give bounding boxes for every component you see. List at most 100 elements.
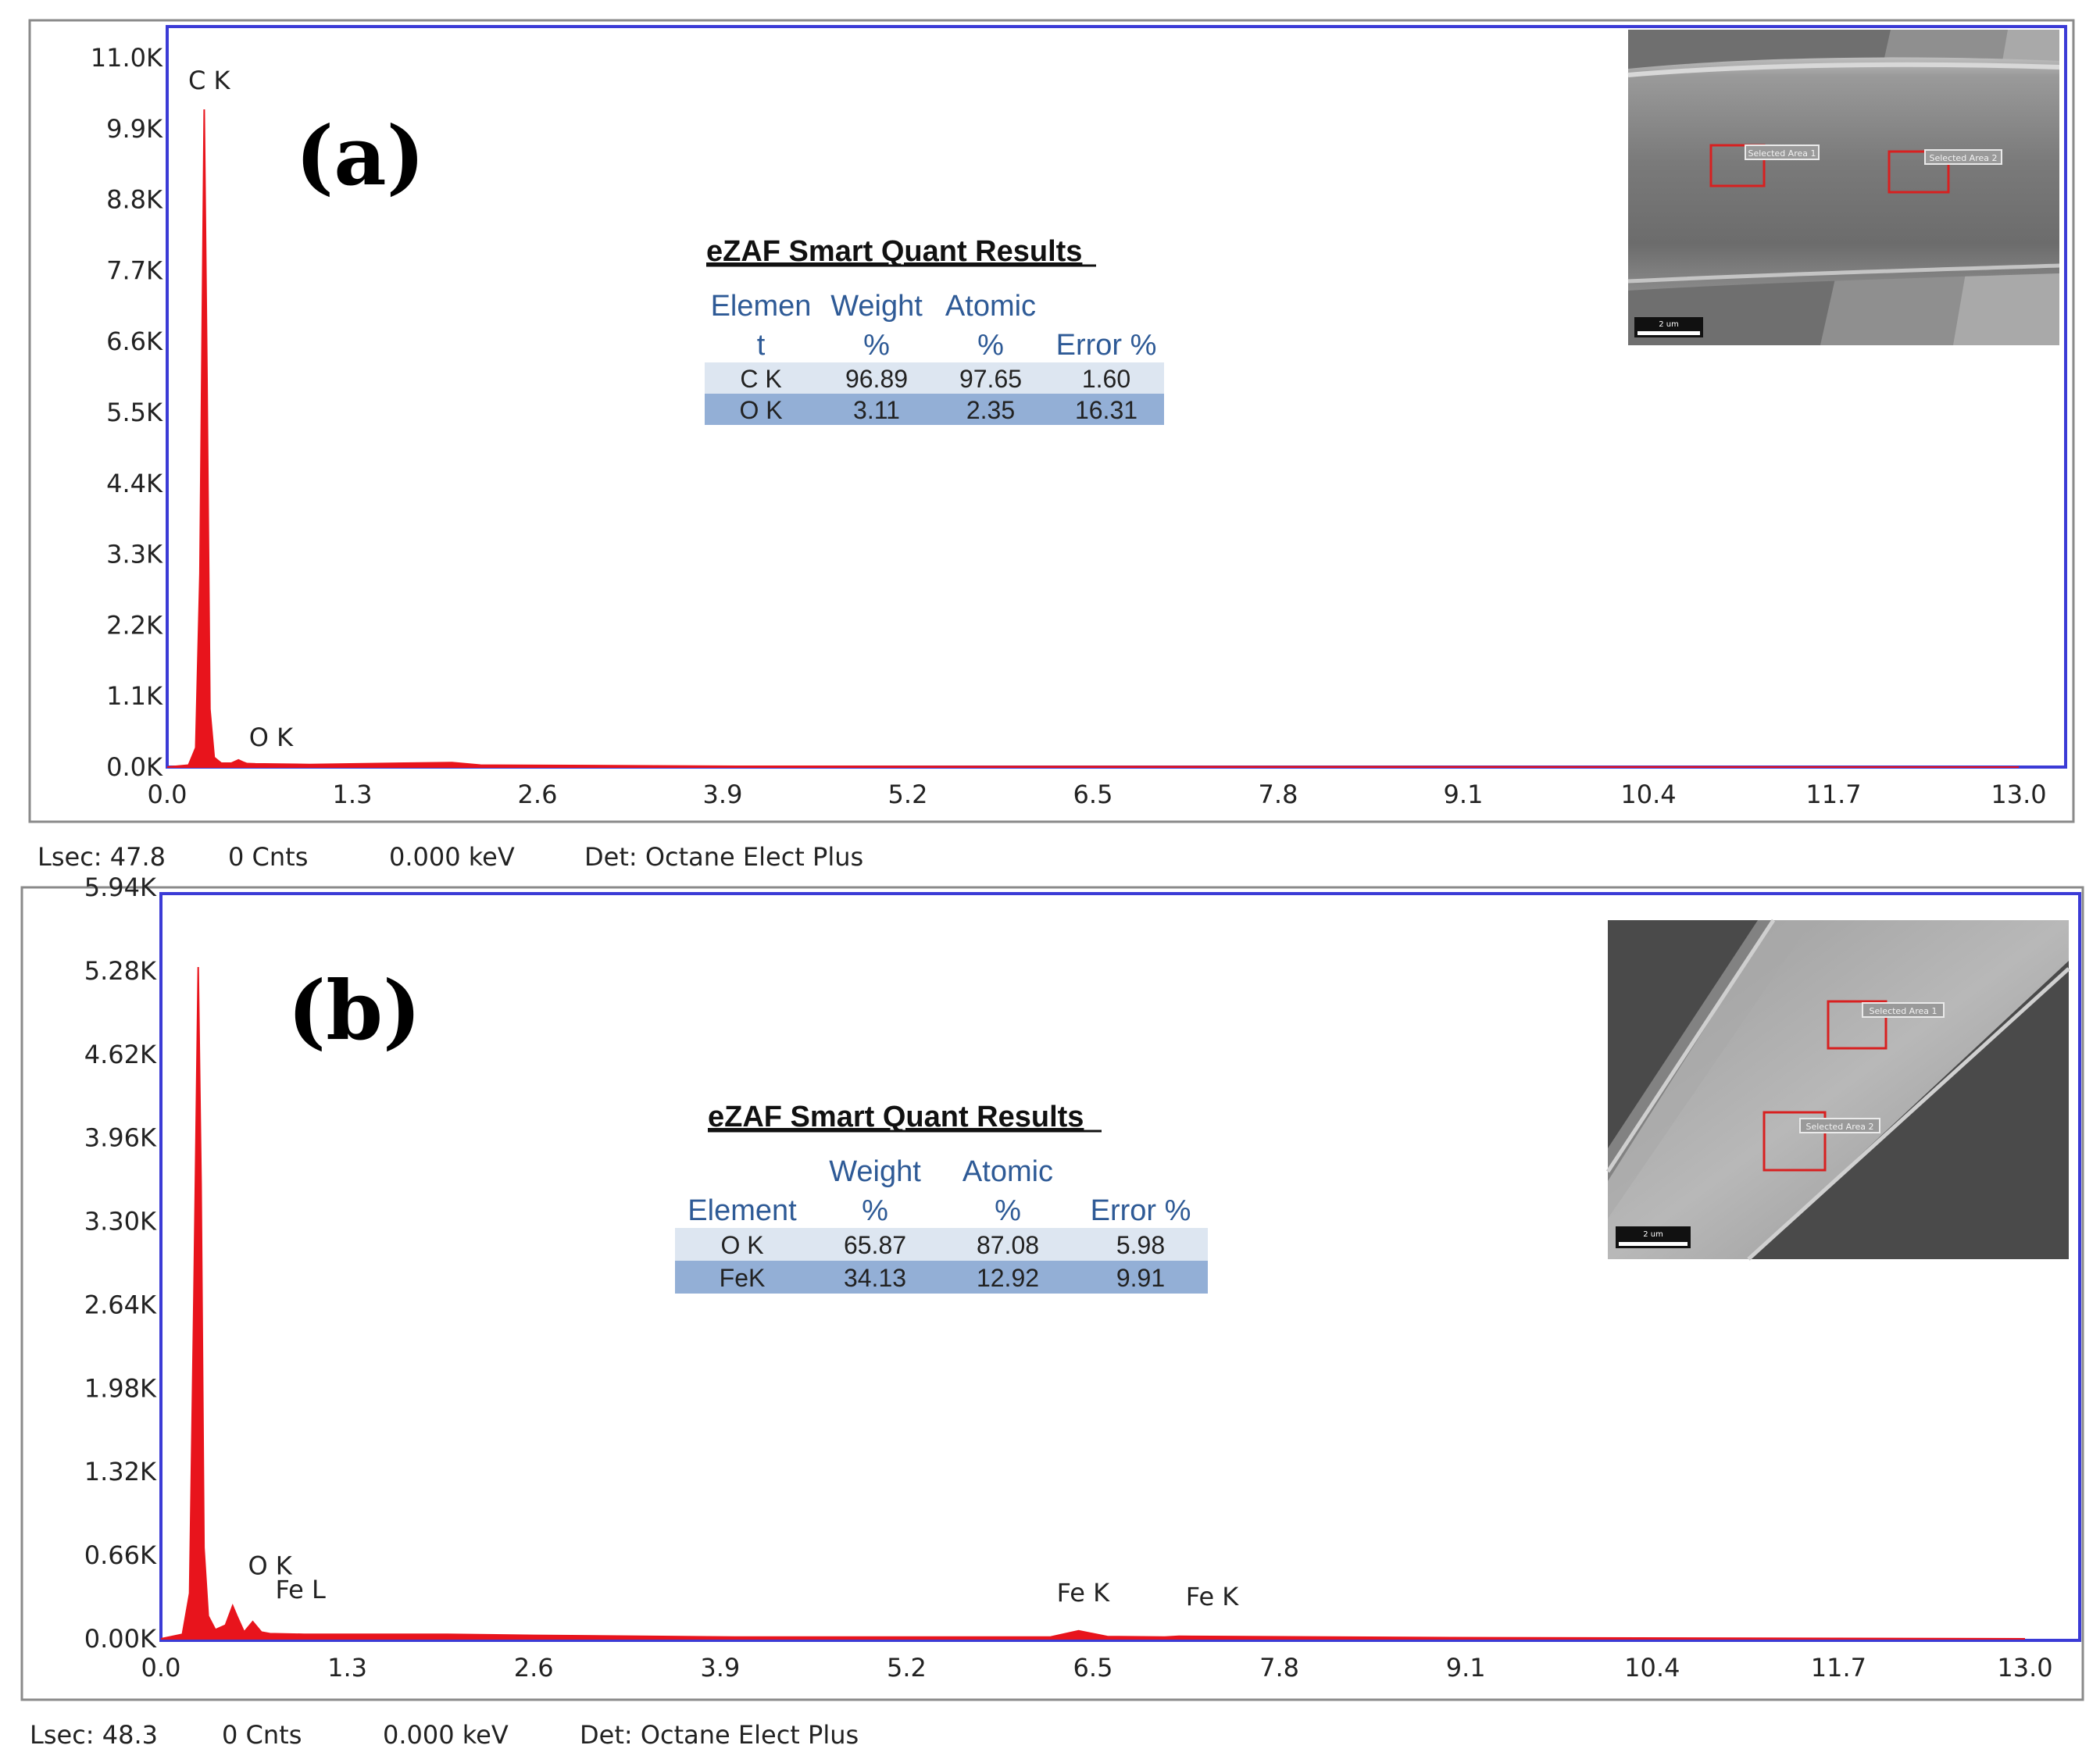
y-tick-label: 2.64K [84,1290,157,1319]
sem-inset-image: Selected Area 1 Selected Area 2 2 um [1605,919,2070,1261]
header-atomic-line1: Atomic [945,290,1036,323]
lsec-readout: Lsec: 47.8 [38,842,166,872]
x-tick-label: 1.3 [327,1653,367,1683]
x-tick-label: 7.8 [1259,1653,1299,1683]
x-tick-label: 2.6 [514,1653,554,1683]
peak-label: C K [188,66,231,95]
y-tick-label: 11.0K [91,43,163,73]
energy-readout: 0.000 keV [383,1720,509,1750]
y-tick-label: 5.94K [84,873,157,902]
table-cell: 65.87 [844,1231,906,1259]
y-tick-label: 2.2K [106,610,163,640]
header-weight-line1: Weight [830,290,923,323]
table-row [705,394,1164,425]
selected-area-label: Selected Area 1 [1870,1006,1938,1016]
spectrum-panel-a: 0.0K 1.1K 2.2K 3.3K 4.4K 5.5K 6.6K 7.7K 8.8K 9.9K… [28,19,2075,872]
y-tick-label: 9.9K [106,114,163,144]
y-tick-label: 0.0K [106,752,163,782]
table-cell: O K [720,1231,763,1259]
table-cell: 87.08 [977,1231,1039,1259]
spectrum-series [160,966,2026,1640]
header-error-line2: Error % [1091,1194,1191,1227]
y-axis-ticks: 0.00K 0.66K 1.32K 1.98K 2.64K 3.30K 3.96K 4.62K… [84,873,157,1654]
spectrum-trace [160,966,2026,1640]
x-tick-label: 11.7 [1805,780,1861,809]
table-row [675,1228,1208,1261]
spectrum-trace [166,109,2020,768]
x-tick-label: 10.4 [1624,1653,1680,1683]
x-tick-label: 6.5 [1073,1653,1113,1683]
y-tick-label: 0.66K [84,1540,157,1570]
table-cell: 3.11 [853,396,900,424]
selected-area-label: Selected Area 2 [1806,1122,1874,1132]
selected-area-box [1827,1000,1888,1050]
counts-readout: 0 Cnts [222,1720,302,1750]
table-cell: C K [740,365,781,393]
table-cell: 2.35 [966,396,1015,424]
sem-inset-image: Selected Area 1 Selected Area 2 2 um [1627,30,2060,345]
peak-labels: O KFe L Fe K Fe K [248,1551,1239,1611]
energy-readout: 0.000 keV [389,842,515,872]
peak-label: Fe L [275,1575,326,1604]
x-tick-label: 13.0 [1991,780,2046,809]
x-tick-label: 10.4 [1620,780,1676,809]
x-axis-ticks: 0.0 1.3 2.6 3.9 5.2 6.5 7.8 9.1 10.4 11.7 13.0 [148,780,2047,809]
header-weight-line1: Weight [829,1155,921,1188]
y-tick-label: 6.6K [106,327,163,356]
header-error-line2: Error % [1056,329,1157,362]
header-element-line2: Element [688,1194,797,1227]
peak-label: Fe K [1057,1578,1111,1608]
x-tick-label: 9.1 [1444,780,1484,809]
x-tick-label: 5.2 [888,780,928,809]
header-weight-line2: % [862,1194,888,1227]
x-tick-label: 2.6 [518,780,558,809]
header-atomic-line2: % [977,329,1004,362]
counts-readout: 0 Cnts [228,842,308,872]
status-bar: Lsec: 48.3 0 Cnts 0.000 keV Det: Octane … [30,1720,859,1750]
x-tick-label: 13.0 [1997,1653,2052,1683]
table-cell: O K [739,396,782,424]
y-tick-label: 4.62K [84,1040,157,1069]
lsec-readout: Lsec: 48.3 [30,1720,158,1750]
peak-label: Fe K [1186,1582,1240,1611]
y-tick-label: 8.8K [106,185,163,215]
quant-table: eZAF Smart Quant Results Elemen t Weight… [705,235,1164,425]
x-tick-label: 9.1 [1446,1653,1486,1683]
x-tick-label: 0.0 [148,780,188,809]
table-cell: 97.65 [959,365,1022,393]
table-row [675,1261,1208,1294]
table-cell: 12.92 [977,1264,1039,1292]
table-cell: 1.60 [1082,365,1130,393]
x-tick-label: 0.0 [141,1653,181,1683]
spectrum-series [166,109,2020,768]
y-tick-label: 4.4K [106,469,163,498]
selected-area-box [1762,1111,1827,1172]
x-tick-label: 3.9 [700,1653,740,1683]
y-tick-label: 0.00K [84,1624,157,1654]
y-tick-label: 1.1K [106,681,163,711]
selected-area-label: Selected Area 1 [1748,148,1816,159]
y-tick-label: 5.5K [106,398,163,427]
y-tick-label: 3.30K [84,1207,157,1237]
y-tick-label: 3.96K [84,1123,157,1153]
spectrum-panel-b: 0.00K 0.66K 1.32K 1.98K 2.64K 3.30K 3.96K 4.62K… [20,873,2084,1750]
scale-bar-label: 2 um [1643,1230,1663,1239]
header-atomic-line1: Atomic [962,1155,1053,1188]
table-cell: 96.89 [845,365,908,393]
quant-table-title: eZAF Smart Quant Results [706,235,1082,268]
status-bar: Lsec: 47.8 0 Cnts 0.000 keV Det: Octane … [38,842,863,872]
selected-area-label: Selected Area 2 [1930,153,1998,163]
y-tick-label: 1.98K [84,1373,157,1403]
y-axis-ticks: 0.0K 1.1K 2.2K 3.3K 4.4K 5.5K 6.6K 7.7K 8.8K 9.9K… [91,43,163,782]
table-cell: 9.91 [1116,1264,1165,1292]
y-tick-label: 5.28K [84,956,157,986]
header-element-line2: t [757,329,766,362]
detector-readout: Det: Octane Elect Plus [580,1720,859,1750]
x-tick-label: 3.9 [703,780,743,809]
y-tick-label: 3.3K [106,540,163,569]
x-tick-label: 5.2 [887,1653,927,1683]
peak-label: O K [249,723,294,752]
peak-label: O K [248,1551,292,1581]
x-tick-label: 1.3 [333,780,373,809]
